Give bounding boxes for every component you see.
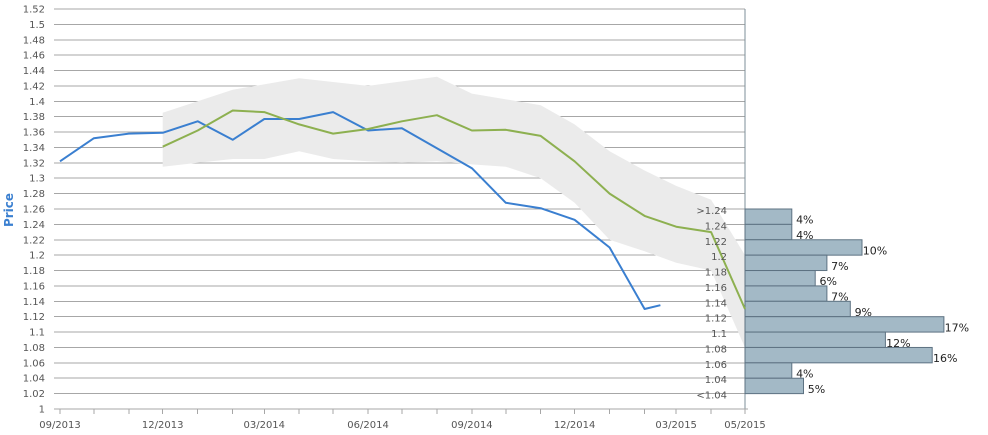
distribution-bucket-label: 1.16 <box>705 283 727 294</box>
distribution-pct-label: 7% <box>831 291 848 304</box>
distribution-pct-label: 17% <box>945 321 969 334</box>
distribution-bucket-label: 1.04 <box>705 375 727 386</box>
y-tick-label: 1.06 <box>23 358 45 369</box>
y-tick-label: 1.22 <box>23 235 45 246</box>
distribution-bar <box>744 316 945 333</box>
distribution-pct-label: 9% <box>855 306 872 319</box>
price-lines <box>59 109 746 310</box>
distribution-bucket-label: 1.12 <box>705 314 727 325</box>
forecast-band <box>162 76 745 348</box>
y-tick-label: 1.38 <box>23 112 45 123</box>
distribution-bar <box>744 346 933 364</box>
y-tick-label: 1.48 <box>23 35 45 46</box>
y-tick-label: 1.52 <box>23 5 45 16</box>
x-tick-label: 09/2013 <box>39 420 81 431</box>
y-tick-label: 1.14 <box>23 297 45 308</box>
y-tick-label: 1.36 <box>23 128 45 139</box>
distribution-bucket-label: >1.24 <box>696 206 727 217</box>
forecast-price-line <box>162 109 746 310</box>
distribution-bucket-label: <1.04 <box>696 391 727 402</box>
y-tick-label: 1.08 <box>23 343 45 354</box>
y-tick-label: 1.5 <box>29 20 45 31</box>
x-tick-label: 12/2013 <box>142 420 184 431</box>
distribution-pct-label: 5% <box>808 383 825 396</box>
distribution-bucket-label: 1.06 <box>705 360 727 371</box>
distribution-bar <box>744 285 828 302</box>
distribution-pct-label: 10% <box>863 244 887 257</box>
y-tick-label: 1 <box>39 405 45 416</box>
distribution-bucket-label: 1.2 <box>711 252 727 263</box>
distribution-bar <box>744 270 816 287</box>
y-tick-label: 1.02 <box>23 389 45 400</box>
y-tick-label: 1.4 <box>29 97 45 108</box>
y-tick-label: 1.04 <box>23 374 45 385</box>
distribution-pct-label: 6% <box>819 275 836 288</box>
distribution-bucket-label: 1.24 <box>705 221 727 232</box>
axis-labels: 1 1.02 1.04 1.06 1.08 1.1 1.12 1.14 1.16 1.18 1.2 1… <box>23 5 969 432</box>
distribution-bar <box>744 254 828 272</box>
y-tick-label: 1.46 <box>23 51 45 62</box>
distribution-bucket-label: 1.1 <box>711 329 727 340</box>
distribution-bucket-label: 1.18 <box>705 268 727 279</box>
y-tick-label: 1.12 <box>23 312 45 323</box>
y-tick-label: 1.32 <box>23 158 45 169</box>
y-tick-label: 1.3 <box>29 174 45 185</box>
y-axis-title: Price <box>2 193 16 227</box>
distribution-bucket-label: 1.08 <box>705 344 727 355</box>
x-tick-label: 03/2014 <box>243 420 285 431</box>
distribution-bar <box>744 362 793 379</box>
x-tick-label: 05/2015 <box>724 420 766 431</box>
x-tick-label: 12/2014 <box>554 420 596 431</box>
distribution-bar <box>744 377 804 395</box>
confidence-band <box>162 76 745 348</box>
distribution-pct-label: 4% <box>796 214 813 227</box>
x-tick-label: 06/2014 <box>347 420 389 431</box>
distribution-bars <box>744 208 945 395</box>
y-tick-label: 1.1 <box>29 328 45 339</box>
distribution-pct-label: 16% <box>933 352 957 365</box>
y-tick-label: 1.2 <box>29 251 45 262</box>
y-tick-label: 1.28 <box>23 189 45 200</box>
distribution-bucket-label: 1.14 <box>705 298 727 309</box>
distribution-bar <box>744 223 793 241</box>
y-tick-label: 1.24 <box>23 220 45 231</box>
distribution-bar <box>744 208 793 225</box>
y-tick-label: 1.44 <box>23 66 45 77</box>
y-tick-label: 1.18 <box>23 266 45 277</box>
x-tick-label: 03/2015 <box>655 420 697 431</box>
distribution-pct-label: 12% <box>886 337 910 350</box>
y-tick-label: 1.26 <box>23 205 45 216</box>
y-tick-label: 1.16 <box>23 281 45 292</box>
distribution-bucket-label: 1.22 <box>705 237 727 248</box>
y-tick-label: 1.34 <box>23 143 45 154</box>
distribution-pct-label: 7% <box>831 260 848 273</box>
distribution-pct-label: 4% <box>796 229 813 242</box>
y-tick-label: 1.42 <box>23 81 45 92</box>
distribution-pct-label: 4% <box>796 368 813 381</box>
x-tick-label: 09/2014 <box>451 420 493 431</box>
distribution-bar <box>744 331 886 348</box>
actual-price-line <box>59 111 661 310</box>
